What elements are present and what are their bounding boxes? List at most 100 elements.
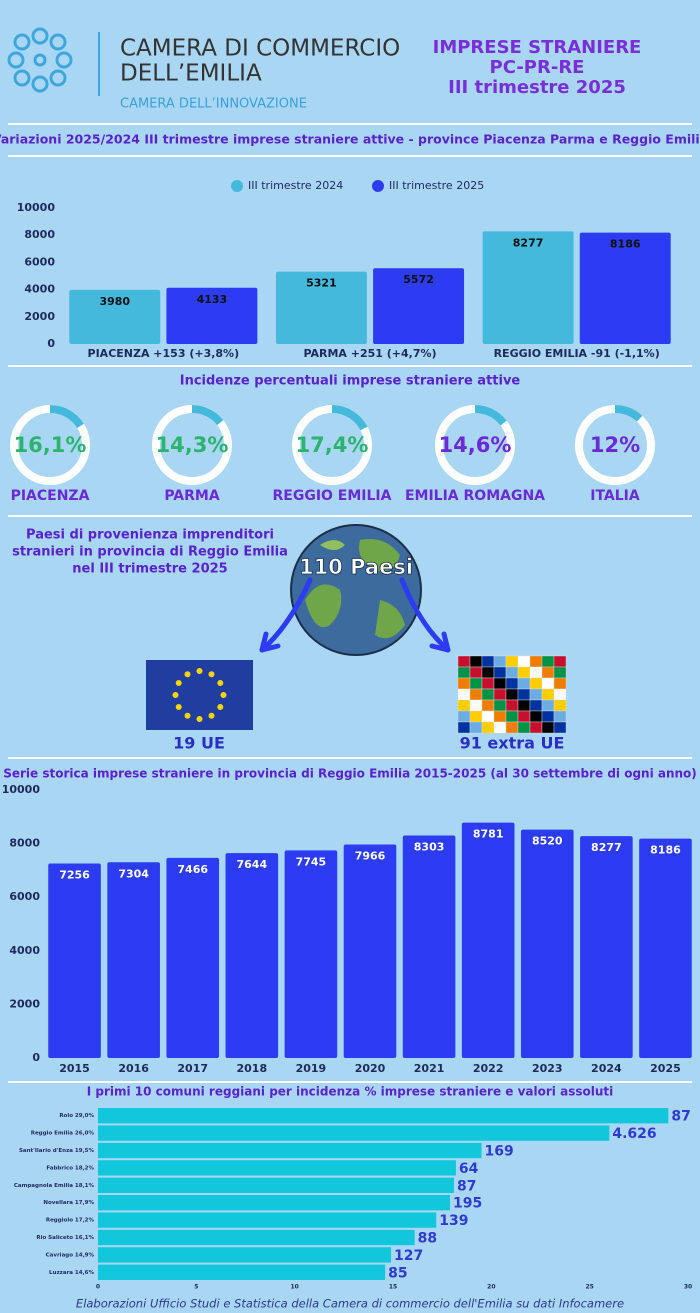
star [217, 680, 224, 686]
bar-end-label: 87 [457, 1178, 476, 1194]
flag-tile [553, 710, 567, 723]
bar [373, 268, 465, 344]
bar [48, 863, 101, 1058]
flag-tile [517, 699, 531, 712]
flag-tile [553, 677, 567, 690]
star [196, 716, 203, 722]
section-title: nel III trimestre 2025 [72, 562, 227, 577]
flag-tile [541, 655, 555, 668]
bar [166, 287, 258, 344]
x-tick-label: 2024 [591, 1062, 622, 1075]
bar [98, 1125, 610, 1141]
star [184, 712, 191, 719]
main-title: III trimestre 2025 [448, 77, 626, 98]
flag-tile [541, 666, 555, 679]
flag-tile [493, 677, 507, 690]
bar [98, 1229, 415, 1246]
x-tick-label: 20 [487, 1284, 495, 1291]
star [175, 704, 182, 710]
y-tick-label: Reggiolo 17,2% [46, 1218, 95, 1224]
y-tick-label: 6000 [24, 255, 55, 268]
main-title: PC-PR-RE [490, 57, 585, 78]
x-tick-label: 2020 [355, 1062, 386, 1075]
x-tick-label: 10 [290, 1284, 298, 1291]
data-label: 8303 [414, 840, 445, 853]
flag-tile [457, 688, 471, 701]
bar-end-label: 127 [394, 1248, 423, 1264]
x-tick-label: 5 [194, 1284, 198, 1291]
flag-tile [517, 710, 531, 723]
data-label: 3980 [99, 295, 130, 308]
bar [69, 289, 161, 344]
footer: Elaborazioni Ufficio Studi e Statistica … [76, 1297, 624, 1311]
ring-value: 17,4% [296, 433, 369, 457]
data-label: 7466 [177, 863, 208, 876]
flag-tile [481, 655, 495, 668]
bar-end-label: 169 [485, 1144, 514, 1160]
flag-tile [541, 721, 555, 734]
ring-arc [331, 405, 368, 431]
flag-tile [493, 688, 507, 701]
x-tick-label: PARMA +251 (+4,7%) [303, 347, 436, 360]
bar [275, 271, 367, 344]
y-tick-label: Novellara 17,9% [43, 1200, 94, 1206]
star [217, 704, 224, 710]
flag-tile [481, 688, 495, 701]
x-tick-label: 15 [389, 1284, 397, 1291]
bar [98, 1160, 456, 1176]
bar-end-label: 88 [418, 1231, 437, 1247]
flag-tile [529, 655, 543, 668]
ring-name: ITALIA [590, 488, 640, 504]
flag-tile [505, 688, 519, 701]
bar-end-label: 195 [453, 1196, 482, 1212]
bar [107, 862, 160, 1058]
bar [343, 844, 397, 1058]
bar [639, 838, 692, 1058]
flag-tile [529, 688, 543, 701]
data-label: 5321 [306, 277, 337, 290]
ring-value: 14,3% [156, 433, 229, 457]
tagline: CAMERA DELL’INNOVAZIONE [120, 97, 307, 112]
flag-tile [541, 710, 555, 723]
flag-tile [553, 721, 567, 734]
x-tick-label: PIACENZA +153 (+3,8%) [88, 347, 240, 360]
bar [284, 850, 338, 1058]
flag-tile [457, 655, 471, 668]
extra-eu-count: 91 extra UE [460, 734, 565, 753]
bar-end-label: 85 [388, 1265, 407, 1281]
x-tick-label: REGGIO EMILIA -91 (-1,1%) [494, 347, 660, 360]
org-name: CAMERA DI COMMERCIO [120, 36, 400, 62]
ring-name: PIACENZA [11, 488, 90, 504]
flag-tile [505, 721, 519, 734]
flag-tile [529, 666, 543, 679]
flag-tile [457, 666, 471, 679]
legend-label: III trimestre 2024 [248, 179, 343, 192]
y-tick-label: Fabbrico 18,2% [46, 1165, 94, 1171]
flag-tile [553, 688, 567, 701]
globe [290, 524, 422, 656]
y-tick-label: 8000 [9, 837, 40, 850]
y-tick-label: Reggio Emilia 26,0% [31, 1131, 95, 1137]
flag-tile [505, 710, 519, 723]
star [208, 712, 215, 719]
y-tick-label: 2000 [9, 997, 40, 1010]
star [208, 671, 215, 678]
ring-name: PARMA [164, 488, 220, 504]
data-label: 7644 [237, 858, 268, 871]
flag-tile [457, 699, 471, 712]
y-tick-label: Campagnola Emilia 18,1% [14, 1183, 95, 1189]
legend-swatch [231, 180, 243, 192]
y-tick-label: 6000 [9, 890, 40, 903]
star [220, 692, 227, 698]
flag-tile [493, 710, 507, 723]
bar [166, 857, 220, 1058]
bar [402, 835, 456, 1058]
flag-tile [529, 677, 543, 690]
bar [482, 231, 574, 344]
data-label: 4133 [197, 293, 228, 306]
eu-stars [172, 668, 227, 722]
flag-tile [493, 655, 507, 668]
section-title: stranieri in provincia di Reggio Emilia [12, 545, 288, 560]
y-tick-label: 10000 [17, 201, 56, 214]
y-tick-label: 0 [47, 337, 55, 350]
